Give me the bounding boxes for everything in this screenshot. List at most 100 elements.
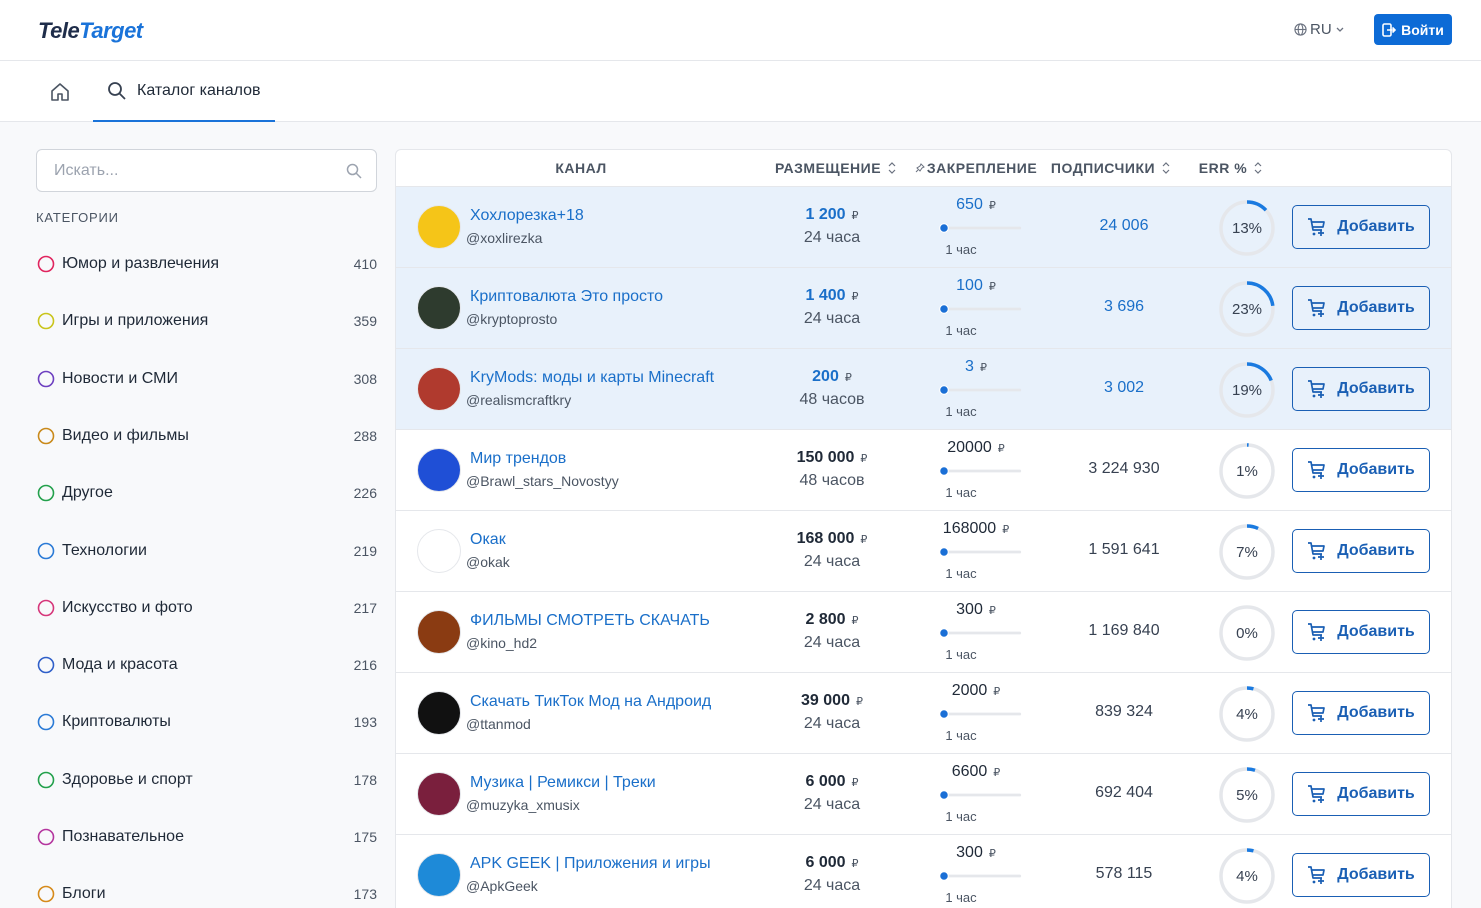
category-icon xyxy=(37,255,55,273)
category-item[interactable]: Юмор и развлечения 410 xyxy=(36,252,377,276)
add-button[interactable]: Добавить xyxy=(1292,853,1430,897)
channel-name[interactable]: Окак xyxy=(470,531,506,548)
pin-price: 300 ₽ xyxy=(876,601,1076,619)
category-item[interactable]: Другое 226 xyxy=(36,481,377,505)
pin-slider[interactable] xyxy=(920,385,1038,395)
add-button[interactable]: Добавить xyxy=(1292,286,1430,330)
pin-duration: 1 час xyxy=(945,647,977,662)
channel-table: КАНАЛ РАЗМЕЩЕНИЕ ЗАКРЕПЛЕНИЕ ПОДПИСЧИКИ ERR … xyxy=(395,149,1452,908)
slider-track xyxy=(939,874,1022,878)
icon-shape xyxy=(1312,556,1316,560)
channel-name[interactable]: Криптовалюта Это просто xyxy=(470,288,664,305)
column-header[interactable]: ПОДПИСЧИКИ xyxy=(1036,150,1186,186)
pin-slider[interactable] xyxy=(920,223,1038,233)
cart-icon xyxy=(1308,299,1326,317)
category-item[interactable]: Технологии 219 xyxy=(36,539,377,563)
icon-shape xyxy=(1308,866,1326,884)
pin-slider[interactable] xyxy=(920,790,1038,800)
err-label: 0% xyxy=(1236,625,1258,642)
category-item[interactable]: Мода и красота 216 xyxy=(36,653,377,677)
placement-price: 1 200 ₽ xyxy=(732,206,932,224)
pin-slider[interactable] xyxy=(920,709,1038,719)
category-name: Криптовалюты xyxy=(62,713,171,731)
category-icon xyxy=(37,771,55,788)
icon-shape xyxy=(1312,475,1316,479)
add-button[interactable]: Добавить xyxy=(1292,205,1430,249)
category-icon xyxy=(37,714,55,731)
category-item[interactable]: Познавательное 175 xyxy=(36,825,377,849)
icon-shape xyxy=(37,427,55,445)
category-item[interactable]: Видео и фильмы 288 xyxy=(36,424,377,448)
logo[interactable]: TeleTarget xyxy=(38,18,143,44)
column-header-label: РАЗМЕЩЕНИЕ xyxy=(774,160,882,176)
channel-handle: @xoxlirezka xyxy=(466,230,543,246)
add-button[interactable]: Добавить xyxy=(1292,367,1430,411)
slider-track xyxy=(939,712,1022,716)
category-item[interactable]: Блоги 173 xyxy=(36,882,377,906)
login-button[interactable]: Войти xyxy=(1374,14,1452,45)
icon-shape xyxy=(37,885,55,903)
category-item[interactable]: Криптовалюты 193 xyxy=(36,710,377,734)
category-item[interactable]: Здоровье и спорт 178 xyxy=(36,768,377,792)
channel-avatar xyxy=(417,691,461,735)
placement-price: 6 000 ₽ xyxy=(732,773,932,791)
channel-row: Мир трендов @Brawl_stars_Novostyy 150 000 ₽… xyxy=(396,429,1451,510)
home-icon[interactable] xyxy=(50,82,70,102)
channel-name[interactable]: Хохлорезка+18 xyxy=(470,207,584,224)
nav-tab[interactable]: Каталог каналов xyxy=(93,61,275,122)
pin-slider[interactable] xyxy=(920,871,1038,881)
err-ring: 1% xyxy=(1219,443,1275,499)
channel-name[interactable]: KryMods: моды и карты Minecraft xyxy=(470,369,715,386)
pin-slider[interactable] xyxy=(920,466,1038,476)
add-button[interactable]: Добавить xyxy=(1292,448,1430,492)
column-header[interactable]: ERR % xyxy=(1186,150,1276,186)
category-count: 217 xyxy=(353,599,377,616)
add-button[interactable]: Добавить xyxy=(1292,610,1430,654)
add-button[interactable]: Добавить xyxy=(1292,691,1430,735)
channel-handle: @kryptoprosto xyxy=(466,311,558,327)
channel-name[interactable]: ФИЛЬМЫ СМОТРЕТЬ СКАЧАТЬ xyxy=(470,612,710,629)
err-label: 7% xyxy=(1236,544,1258,561)
channel-name[interactable]: Музика | Ремикси | Треки xyxy=(470,774,656,791)
category-name: Юмор и развлечения xyxy=(62,255,220,272)
add-button[interactable]: Добавить xyxy=(1292,529,1430,573)
cart-icon xyxy=(1308,461,1326,479)
icon-shape xyxy=(37,542,55,559)
column-header[interactable]: РАЗМЕЩЕНИЕ xyxy=(736,150,936,186)
channel-avatar xyxy=(417,610,461,654)
price-value: 39 000 xyxy=(801,692,850,709)
category-item[interactable]: Искусство и фото 217 xyxy=(36,596,377,620)
pin-slider[interactable] xyxy=(920,547,1038,557)
err-label: 5% xyxy=(1236,787,1258,804)
placement-duration: 24 часа xyxy=(803,715,861,732)
category-name: Здоровье и спорт xyxy=(62,770,193,788)
err-label: 1% xyxy=(1236,463,1258,480)
placement-price: 150 000 ₽ xyxy=(732,449,932,467)
placement-duration: 24 часа xyxy=(803,877,861,894)
category-item[interactable]: Игры и приложения 359 xyxy=(36,309,377,333)
pin-price-value: 100 xyxy=(956,277,983,294)
placement-duration: 24 часа xyxy=(803,796,861,813)
channel-name[interactable]: Скачать ТикТок Мод на Андроид xyxy=(470,693,712,710)
currency: ₽ xyxy=(988,605,996,617)
pin-price-value: 650 xyxy=(956,196,983,213)
channel-name[interactable]: APK GEEK | Приложения и игры xyxy=(470,855,711,872)
pin-slider[interactable] xyxy=(920,628,1038,638)
category-item[interactable]: Новости и СМИ 308 xyxy=(36,367,377,391)
category-count: 178 xyxy=(353,771,377,788)
globe-icon xyxy=(1294,23,1307,36)
add-button[interactable]: Добавить xyxy=(1292,772,1430,816)
slider-thumb xyxy=(939,547,949,557)
currency: ₽ xyxy=(993,767,1001,779)
currency: ₽ xyxy=(988,200,996,212)
category-name: Игры и приложения xyxy=(62,312,209,330)
search-input[interactable]: Искать... xyxy=(36,149,377,192)
category-icon xyxy=(37,885,55,903)
channel-name[interactable]: Мир трендов xyxy=(470,450,567,467)
channel-handle: @ApkGeek xyxy=(466,878,538,894)
pin-slider[interactable] xyxy=(920,304,1038,314)
pin-price-value: 2000 xyxy=(951,682,988,699)
language-selector[interactable]: RU xyxy=(1294,21,1345,38)
subscribers: 839 324 xyxy=(1095,703,1153,720)
